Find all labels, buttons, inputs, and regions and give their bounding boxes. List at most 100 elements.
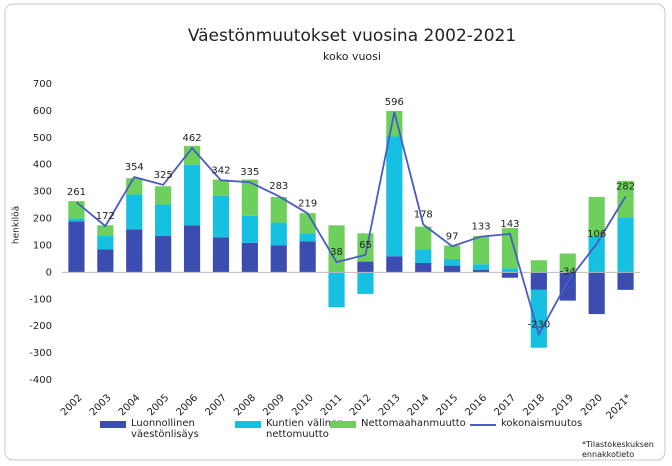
bar <box>472 269 490 273</box>
data-label: 462 <box>183 133 202 144</box>
bar <box>126 229 143 273</box>
bar <box>588 272 605 315</box>
y-tick-label: -200 <box>29 321 52 332</box>
bar <box>241 215 258 243</box>
bar <box>444 245 461 259</box>
x-tick-label: 2007 <box>203 392 229 418</box>
x-tick-label: 2018 <box>521 392 547 418</box>
bar <box>212 195 230 238</box>
bar <box>241 179 258 216</box>
bar <box>444 265 461 273</box>
data-label: 97 <box>446 231 459 242</box>
bar <box>415 226 432 250</box>
legend-label: kokonaismuutos <box>501 418 583 429</box>
bar <box>444 258 461 266</box>
legend-item: Luonnollinen väestönlisäys <box>100 418 226 440</box>
x-tick-label: 2016 <box>464 392 490 418</box>
bar <box>415 249 432 263</box>
y-tick-label: 500 <box>33 133 52 144</box>
bar <box>617 272 634 290</box>
legend-swatch <box>100 421 126 428</box>
data-label: 282 <box>616 181 635 192</box>
bar <box>357 233 374 262</box>
data-label: 106 <box>587 229 606 240</box>
data-label: 342 <box>211 165 230 176</box>
bar <box>357 261 374 273</box>
bar <box>270 222 287 246</box>
legend-swatch <box>470 424 496 426</box>
bar <box>155 204 172 237</box>
bar <box>386 256 403 273</box>
legend-swatch <box>235 421 261 428</box>
y-axis-label: henkilöä <box>12 206 22 244</box>
x-tick-label: 2021* <box>604 392 633 421</box>
data-label: 172 <box>96 211 115 222</box>
bar <box>183 145 201 165</box>
x-tick-label: 2019 <box>550 392 576 418</box>
y-tick-label: -100 <box>29 294 52 305</box>
y-tick-label: 700 <box>33 79 52 90</box>
x-tick-label: 2009 <box>261 392 287 418</box>
bar <box>530 260 547 273</box>
bar <box>530 289 547 348</box>
x-tick-label: 2011 <box>319 392 345 418</box>
chart-subtitle: koko vuosi <box>323 50 381 63</box>
x-tick-label: 2002 <box>59 392 85 418</box>
y-tick-label: 200 <box>33 214 52 225</box>
data-label: 325 <box>154 170 173 181</box>
bar <box>241 242 258 273</box>
y-tick-label: 400 <box>33 160 52 171</box>
bar <box>299 213 316 234</box>
legend-item: kokonaismuutos <box>470 418 582 429</box>
bar <box>472 264 490 270</box>
data-label: 335 <box>240 167 259 178</box>
x-tick-label: 2020 <box>579 392 605 418</box>
frame <box>4 3 666 461</box>
data-label: 283 <box>269 181 288 192</box>
data-label: 133 <box>472 222 491 233</box>
bar <box>530 272 547 290</box>
bar <box>97 225 114 237</box>
bar <box>415 262 432 273</box>
y-tick-label: 100 <box>33 240 52 251</box>
data-label: 38 <box>330 247 343 258</box>
data-label: -34 <box>560 267 576 278</box>
x-tick-label: 2013 <box>377 392 403 418</box>
x-tick-label: 2014 <box>406 392 432 418</box>
bar <box>97 249 114 273</box>
y-tick-label: 600 <box>33 106 52 117</box>
x-tick-label: 2003 <box>88 392 114 418</box>
data-label: 261 <box>67 187 86 198</box>
bar <box>270 245 287 273</box>
legend-label: Kuntien välinen nettomuutto <box>266 418 344 440</box>
data-label: 596 <box>385 97 404 108</box>
bar <box>155 236 172 273</box>
bar <box>299 241 316 273</box>
bar <box>386 136 403 257</box>
bar <box>183 164 201 226</box>
x-tick-label: 2006 <box>175 392 201 418</box>
line <box>75 111 627 337</box>
legend-item: Nettomaahanmuutto <box>330 418 466 429</box>
data-label: 219 <box>298 198 317 209</box>
data-label: 354 <box>125 162 144 173</box>
chart-title: Väestönmuutokset vuosina 2002-2021 <box>188 26 516 46</box>
data-label: 143 <box>500 219 519 230</box>
bar <box>68 201 85 219</box>
y-tick-label: 0 <box>46 267 52 278</box>
legend-swatch <box>330 421 356 428</box>
bar <box>559 253 576 273</box>
note: *Tilastokeskuksen ennakkotieto <box>582 440 654 459</box>
bar <box>270 197 287 223</box>
legend-label: Nettomaahanmuutto <box>361 418 466 429</box>
y-tick-label: -400 <box>29 375 52 386</box>
bar <box>212 179 230 196</box>
bar <box>68 218 85 222</box>
bar <box>299 233 316 242</box>
data-label: 178 <box>414 209 433 220</box>
y-tick-label: -300 <box>29 348 52 359</box>
bar <box>617 180 634 218</box>
x-tick-label: 2012 <box>348 392 374 418</box>
